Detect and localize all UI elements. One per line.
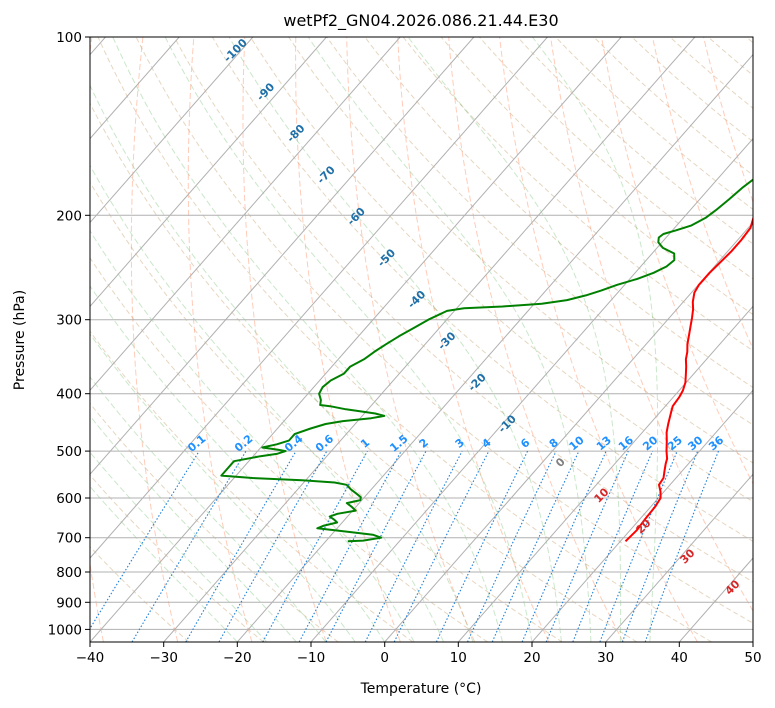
x-tick-label: 0 — [380, 650, 389, 666]
moist-adiabat-line — [228, 37, 562, 642]
x-axis-label: Temperature (°C) — [360, 681, 482, 697]
moist-adiabat-line — [112, 37, 503, 642]
moist-adiabat-line — [90, 415, 297, 642]
mixing-ratio-line — [466, 450, 557, 642]
y-tick-label: 900 — [56, 595, 82, 611]
dry-adiabat-line — [402, 37, 753, 352]
x-tick-label: 20 — [523, 650, 540, 666]
moist-adiabat-line — [307, 37, 592, 642]
mixing-ratio-lines — [90, 450, 720, 642]
moist-adiabat-line — [164, 37, 533, 642]
dry-adiabat-line — [135, 37, 753, 624]
mixing-ratio-line — [545, 450, 629, 642]
moist-adiabat-line — [90, 84, 474, 642]
isotherm-gridline — [236, 53, 753, 642]
moist-adiabat-line — [90, 164, 445, 642]
dewpoint-profile-line — [220, 178, 753, 543]
reference-curve-line — [242, 37, 327, 642]
background-adiabats — [90, 37, 753, 642]
moist-adiabat-line — [532, 37, 659, 642]
isotherm-gridline — [384, 221, 753, 642]
reference-curve-line — [448, 37, 624, 642]
isotherm-gridline — [90, 37, 180, 140]
y-tick-label: 600 — [56, 491, 82, 507]
dry-adiabat-line — [90, 181, 563, 642]
y-axis-label: Pressure (hPa) — [12, 290, 28, 390]
isotherm-gridline — [90, 37, 475, 475]
moist-adiabat-line — [90, 376, 327, 642]
dry-adiabat-line — [90, 474, 264, 642]
x-tick-label: −20 — [223, 650, 252, 666]
y-tick-label: 100 — [56, 30, 82, 46]
reference-curve-line — [130, 37, 179, 642]
isotherm-gridline — [90, 37, 401, 392]
moist-adiabat-line — [90, 229, 415, 642]
dry-adiabat-line — [288, 37, 753, 464]
isotherm-gridline — [90, 37, 622, 642]
chart-title: wetPf2_GN04.2026.086.21.44.E30 — [283, 11, 558, 31]
mixing-ratio-line — [435, 450, 529, 642]
y-tick-label: 700 — [56, 531, 82, 547]
x-tick-label: −10 — [297, 650, 326, 666]
reference-curve-line — [397, 37, 550, 642]
reference-curve-line — [499, 37, 698, 642]
mixing-ratio-line — [218, 450, 328, 642]
mixing-ratio-line — [262, 450, 368, 642]
moist-adiabat-line — [90, 485, 238, 642]
dry-adiabat-line — [211, 37, 753, 542]
dry-adiabat-line — [440, 37, 753, 316]
isotherm-gridline — [90, 37, 254, 224]
mixing-ratio-line — [325, 450, 427, 642]
y-tick-label: 300 — [56, 313, 82, 329]
mixing-ratio-line — [90, 450, 200, 630]
mixing-ratio-line — [491, 450, 580, 642]
isotherm-gridline — [531, 389, 753, 642]
isotherm-gridline — [90, 37, 548, 559]
plot-frame — [89, 36, 754, 643]
x-tick-label: 10 — [450, 650, 467, 666]
dry-adiabat-line — [173, 37, 753, 583]
dry-adiabat-line — [90, 402, 339, 642]
isotherm-gridline — [163, 37, 696, 642]
mixing-ratio-line — [131, 450, 247, 642]
isotherm-gridline — [310, 137, 753, 642]
reference-curve-line — [550, 37, 753, 612]
mixing-ratio-line — [572, 450, 654, 642]
profile-series — [220, 178, 753, 543]
isotherm-gridline — [90, 37, 327, 308]
dry-adiabat-line — [97, 37, 712, 642]
mixing-ratio-line — [599, 450, 678, 642]
mixing-ratio-line — [521, 450, 607, 642]
dry-adiabat-line — [90, 256, 488, 642]
x-tick-label: 50 — [744, 650, 761, 666]
dry-adiabat-line — [250, 37, 753, 503]
x-tick-label: 30 — [597, 650, 614, 666]
mixing-ratio-line — [644, 450, 720, 642]
y-tick-label: 400 — [56, 387, 82, 403]
y-tick-label: 800 — [56, 565, 82, 581]
y-tick-label: 500 — [56, 444, 82, 460]
reference-curve-line — [346, 37, 476, 642]
isobar-gridlines — [90, 37, 753, 630]
x-tick-label: −30 — [149, 650, 178, 666]
y-tick-label: 1000 — [48, 622, 82, 638]
x-tick-label: 40 — [671, 650, 688, 666]
mixing-ratio-line — [298, 450, 402, 642]
isotherm-gridline — [457, 305, 753, 642]
skewed-isotherms — [90, 37, 753, 642]
moist-adiabat-line — [407, 37, 622, 642]
moist-adiabat-line — [90, 284, 386, 642]
temperature-profile-line — [624, 215, 753, 543]
moist-adiabat-line — [90, 451, 268, 642]
dry-adiabat-line — [326, 37, 753, 426]
isotherm-gridline — [605, 473, 753, 642]
reference-curve-line — [295, 37, 401, 642]
mixing-ratio-line — [364, 450, 463, 642]
y-tick-label: 200 — [56, 208, 82, 224]
axis-ticks: −40 −30 −20 −10 0 10 20 30 40 50 100 200 300 400 500 60… — [48, 30, 762, 666]
mixing-ratio-line — [621, 450, 699, 642]
x-tick-label: −40 — [76, 650, 105, 666]
